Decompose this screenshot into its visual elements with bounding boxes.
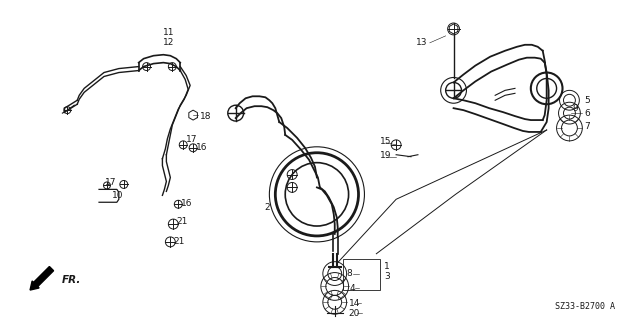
Text: 16: 16: [181, 199, 193, 208]
Text: 19: 19: [381, 151, 392, 160]
Text: SZ33-B2700 A: SZ33-B2700 A: [555, 302, 615, 311]
Text: 15: 15: [381, 137, 392, 146]
Text: 21: 21: [173, 237, 185, 246]
Text: 14: 14: [349, 299, 360, 308]
Text: 6: 6: [584, 108, 590, 118]
Text: 17: 17: [186, 135, 198, 144]
Text: 16: 16: [196, 143, 208, 152]
Text: 13: 13: [416, 38, 428, 47]
Text: 3: 3: [384, 272, 390, 281]
Text: 2: 2: [264, 203, 270, 212]
Text: 11: 11: [163, 28, 175, 37]
Text: 18: 18: [200, 112, 212, 121]
Text: 4: 4: [350, 284, 355, 293]
FancyArrow shape: [30, 267, 53, 290]
Text: 17: 17: [105, 178, 116, 187]
Text: 12: 12: [163, 38, 175, 47]
Text: 5: 5: [584, 96, 590, 105]
Text: 8: 8: [347, 269, 352, 278]
Text: 21: 21: [176, 217, 188, 226]
Text: 10: 10: [112, 191, 124, 200]
Text: 20: 20: [349, 309, 360, 318]
Text: 7: 7: [584, 123, 590, 132]
Bar: [343, 259, 381, 290]
Text: 1: 1: [384, 262, 390, 271]
Text: 9: 9: [572, 104, 578, 113]
Text: FR.: FR.: [62, 275, 81, 284]
